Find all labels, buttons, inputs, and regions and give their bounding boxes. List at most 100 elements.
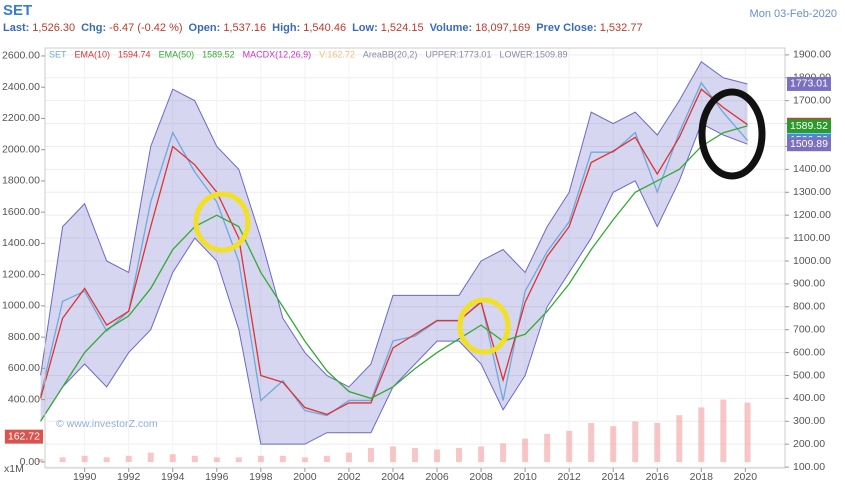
y2-tick-label: 1700.00 — [793, 94, 831, 106]
y-tick-label: 0.00 — [20, 456, 41, 468]
series-line — [39, 81, 749, 417]
stat-value: 1,540.46 — [303, 22, 347, 34]
volume-bar — [345, 452, 352, 463]
volume-bar — [81, 455, 88, 463]
volume-bar — [500, 443, 507, 463]
volume-bar — [125, 455, 132, 463]
x-tick-label: 2016 — [646, 471, 670, 483]
volume-bar — [412, 448, 418, 463]
volume-bar — [610, 426, 617, 463]
legend-item: MACDX(12,26,9) — [243, 49, 312, 59]
stats: Last: 1,526.30 Chg: -6.47 (-0.42 %) Open: 1,5… — [3, 22, 649, 34]
legend-item: 1589.52 — [202, 49, 235, 59]
volume-bar — [147, 452, 154, 463]
stat-value: 1,532.77 — [599, 22, 643, 34]
y-tick-label: 1800.00 — [2, 175, 40, 187]
date: Mon 03-Feb-2020 — [749, 8, 837, 20]
badge-label: 1509.89 — [790, 138, 828, 150]
highlight-circle — [698, 88, 766, 180]
volume-bar — [213, 457, 220, 463]
volume-bar — [191, 455, 198, 463]
y2-tick-label: 1400.00 — [793, 163, 831, 175]
x-tick-label: 2004 — [381, 471, 405, 483]
volume-bar — [566, 430, 573, 463]
x-tick-label: 2020 — [734, 471, 758, 483]
y2-tick-label: 500.00 — [793, 369, 825, 381]
legend-item: SET — [49, 49, 67, 59]
y-tick-label: 2600.00 — [2, 50, 40, 62]
band-area — [40, 61, 748, 445]
x-tick-label: 1996 — [205, 471, 229, 483]
y-tick-label: 2400.00 — [2, 81, 40, 93]
volume-bar — [257, 455, 264, 463]
volume-bar — [323, 455, 330, 463]
legend-item: AreaBB(20,2) — [363, 49, 418, 59]
y-tick-label: 2000.00 — [2, 143, 40, 155]
y2-tick-label: 600.00 — [793, 346, 825, 358]
volume-bar — [59, 457, 66, 463]
badge-label: 1773.01 — [790, 78, 828, 90]
volume-bar — [478, 446, 485, 463]
stat-label: Low: — [352, 22, 378, 34]
plot-frame — [44, 47, 786, 469]
highlight-circle — [457, 297, 511, 355]
band-upper — [40, 61, 748, 388]
y2-tick-label: 1200.00 — [793, 209, 831, 221]
value-badge: 162.72 — [4, 429, 43, 444]
volume-bar — [456, 448, 463, 463]
series-line — [39, 88, 748, 416]
y2-tick-label: 300.00 — [793, 415, 825, 427]
y-tick-label: 400.00 — [8, 393, 40, 405]
value-badge: 1589.52 — [787, 118, 831, 133]
x-tick-label: 2012 — [557, 471, 581, 483]
legend-item: V:162.72 — [319, 49, 355, 59]
x-tick-label: 1992 — [117, 471, 141, 483]
y-tick-label: 1600.00 — [2, 206, 40, 218]
y-tick-label: 1400.00 — [2, 237, 40, 249]
y2-tick-label: 1100.00 — [793, 232, 830, 244]
volume-bar — [632, 421, 639, 463]
x-tick-label: 1990 — [73, 471, 97, 483]
x-tick-label: 2018 — [690, 471, 714, 483]
stat-value: 1,524.15 — [380, 22, 424, 34]
y2-tick-label: 400.00 — [793, 392, 825, 404]
stat-value: 18,097,169 — [475, 22, 531, 34]
stat-label: Volume: — [429, 22, 473, 34]
y-tick-label: 1000.00 — [2, 300, 40, 312]
y2-tick-label: 1300.00 — [793, 186, 831, 198]
volume-bar — [588, 423, 595, 463]
y2-tick-label: 900.00 — [793, 278, 825, 290]
stat-label: High: — [272, 22, 301, 34]
y-tick-label: 2200.00 — [2, 112, 40, 124]
volume-bar — [544, 433, 551, 463]
volume-bar — [37, 458, 44, 463]
x-tick-label: 2008 — [469, 471, 493, 483]
x-tick-label: 1998 — [249, 471, 273, 483]
legend-item: 1594.74 — [118, 49, 151, 59]
badge-box — [787, 76, 831, 91]
volume-bar — [367, 448, 374, 463]
volume-bar — [279, 455, 286, 463]
y2-tick-label: 1000.00 — [793, 255, 831, 267]
badge-label: 1589.52 — [790, 120, 828, 132]
badge-label: 162.72 — [8, 430, 40, 442]
x-tick-label: 2000 — [293, 471, 317, 483]
stat-value: 1,526.30 — [32, 22, 76, 34]
volume-bar — [720, 399, 727, 463]
volume-unit: x1M — [4, 463, 24, 475]
volume-bar — [389, 446, 396, 463]
volume-bar — [654, 423, 661, 463]
volume-bar — [676, 415, 683, 463]
y-tick-label: 600.00 — [8, 362, 40, 374]
legend-item: EMA(10) — [75, 49, 111, 59]
y2-tick-label: 100.00 — [793, 461, 825, 473]
y2-tick-label: 200.00 — [793, 438, 825, 450]
volume-bar — [434, 449, 441, 463]
volume-bar — [169, 454, 176, 463]
stat-label: Last: — [3, 22, 30, 34]
y-tick-label: 800.00 — [8, 331, 40, 343]
watermark: © www.investorZ.com — [56, 418, 158, 430]
volume-bar — [698, 407, 705, 463]
